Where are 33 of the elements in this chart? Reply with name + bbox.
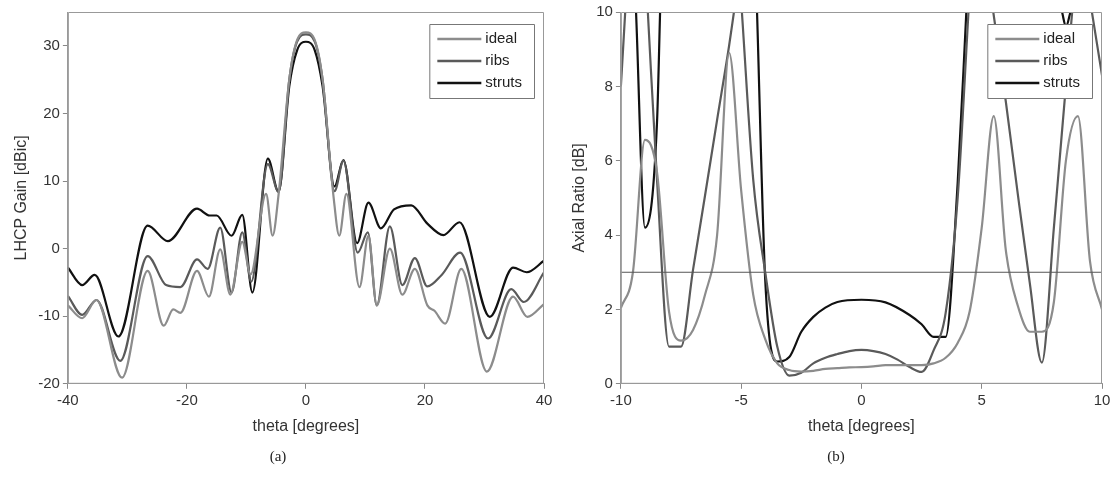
y-tick-label: 2	[604, 299, 613, 317]
x-tick-label: 20	[416, 390, 434, 408]
y-axis-title: Axial Ratio [dB]	[570, 143, 588, 253]
x-tick-label: 0	[857, 390, 866, 408]
x-tick-label: 5	[977, 390, 986, 408]
y-tick-label: 6	[604, 150, 613, 168]
x-tick-label: -5	[734, 390, 748, 408]
x-tick-label: 40	[535, 390, 553, 408]
x-axis-title: theta [degrees]	[252, 416, 360, 434]
y-tick-label: 4	[604, 225, 613, 243]
x-axis-title: theta [degrees]	[808, 416, 915, 434]
y-tick-label: 0	[604, 373, 613, 391]
x-tick-label: 10	[1093, 390, 1111, 408]
y-tick-label: -20	[38, 373, 60, 391]
y-tick-label: 10	[43, 171, 60, 189]
legend-label: struts	[485, 73, 523, 91]
x-tick-label: -20	[176, 390, 198, 408]
text: (b)	[826, 448, 846, 465]
y-tick-label: 30	[43, 35, 60, 53]
legend-label: struts	[1043, 73, 1081, 91]
y-tick-label: 0	[51, 238, 60, 256]
text: (a)	[268, 448, 288, 465]
x-tick-label: 0	[301, 390, 311, 408]
legend-label: ideal	[1043, 29, 1076, 47]
y-tick-label: 10	[596, 2, 613, 20]
y-axis-title: LHCP Gain [dBic]	[12, 135, 30, 261]
y-tick-label: 20	[43, 103, 60, 121]
legend-label: ribs	[485, 51, 510, 69]
legend-label: ribs	[1043, 51, 1068, 69]
legend-label: ideal	[485, 29, 518, 47]
y-tick-label: -10	[38, 306, 60, 324]
x-tick-label: -40	[57, 390, 79, 408]
y-tick-label: 8	[604, 76, 613, 94]
